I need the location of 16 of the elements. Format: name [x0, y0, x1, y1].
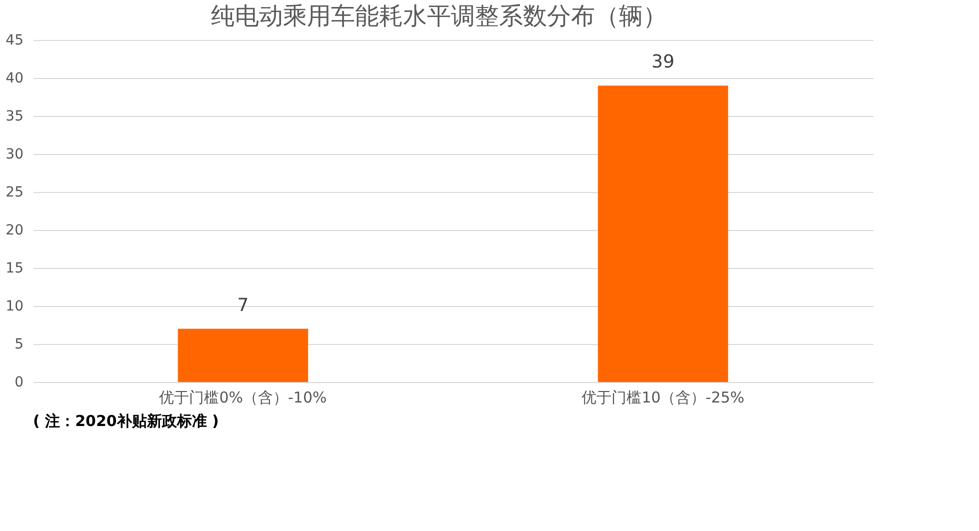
y-tick-label: 25: [6, 184, 24, 200]
text: ( 注：2020补贴新政标准 ): [33, 412, 219, 430]
x-tick-label: 优于门槛10（含）-25%: [582, 388, 744, 406]
y-tick-label: 5: [14, 336, 24, 352]
y-tick-label: 45: [6, 32, 24, 48]
y-tick-label: 30: [6, 146, 24, 162]
y-tick-label: 35: [6, 108, 24, 124]
chart-title: 纯电动乘用车能耗水平调整系数分布（辆）: [211, 2, 668, 30]
y-tick-label: 15: [6, 260, 24, 276]
y-tick-label: 0: [14, 374, 24, 390]
data-label: 39: [652, 52, 674, 73]
y-tick-label: 10: [6, 298, 24, 314]
data-label: 7: [237, 294, 249, 316]
y-tick-label: 20: [6, 222, 24, 238]
y-tick-label: 40: [6, 70, 24, 86]
x-tick-label: 优于门槛0%（含）-10%: [159, 388, 327, 406]
